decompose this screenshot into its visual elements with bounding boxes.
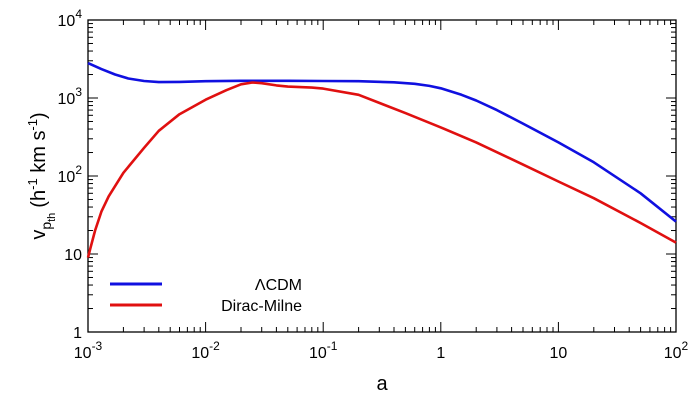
- y-label-close: ): [28, 112, 50, 119]
- x-tick-label: 10-1: [309, 339, 338, 362]
- x-tick-label: 10: [550, 345, 568, 362]
- plot-frame: [87, 19, 677, 333]
- series-lines: [86, 61, 677, 258]
- y-axis-label: vpth(h-1 km s-1): [25, 112, 58, 239]
- x-tick-labels: 10-3 10-2 10-1 1 10 102: [74, 339, 689, 362]
- y-tick-label: 10: [64, 247, 82, 264]
- legend: ΛCDM Dirac-Milne: [110, 277, 302, 315]
- y-label-base: v: [28, 230, 50, 240]
- y-label-exp1: -1: [25, 178, 40, 190]
- axis-ticks: [87, 19, 677, 333]
- x-tick-label: 10-2: [191, 339, 220, 362]
- x-tick-label: 10-3: [74, 339, 103, 362]
- legend-label-lcdm: ΛCDM: [255, 277, 302, 294]
- y-tick-label: 104: [58, 7, 83, 30]
- y-tick-label: 103: [58, 85, 83, 108]
- y-tick-label: 102: [58, 163, 83, 186]
- y-label-mid: km s: [28, 131, 50, 179]
- y-tick-labels: 1 10 102 103 104: [58, 7, 83, 342]
- legend-label-dirac-milne: Dirac-Milne: [221, 298, 302, 315]
- x-tick-label: 102: [664, 339, 689, 362]
- series-line-1: [86, 81, 677, 258]
- y-label-sub: p: [38, 222, 54, 230]
- y-label-exp2: -1: [25, 119, 40, 131]
- series-line-0: [87, 61, 677, 223]
- y-label-open: (h: [28, 190, 50, 208]
- x-axis-label: a: [376, 373, 388, 395]
- x-tick-label: 1: [436, 345, 445, 362]
- y-tick-label: 1: [73, 325, 82, 342]
- y-label-subsub: th: [46, 213, 58, 222]
